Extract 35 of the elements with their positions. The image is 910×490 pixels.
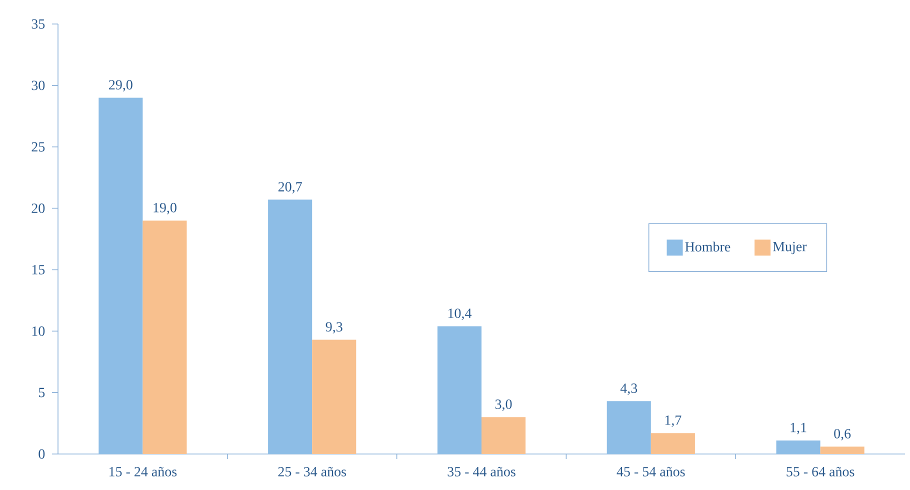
- bar: [312, 340, 356, 454]
- data-label: 10,4: [448, 308, 472, 320]
- data-label: 1,7: [665, 416, 682, 427]
- legend-label: Mujer: [772, 242, 807, 254]
- data-label: 29,0: [109, 80, 132, 92]
- data-label: 4,3: [620, 384, 638, 395]
- bar: [482, 417, 526, 454]
- y-tick-label: 20: [32, 204, 45, 214]
- data-label: 9,3: [326, 322, 342, 334]
- data-label: 1,1: [790, 422, 806, 434]
- legend-label: Hombre: [685, 242, 730, 252]
- x-tick-label: 45 - 54 años: [616, 466, 685, 476]
- bar: [820, 446, 864, 454]
- y-tick-label: 5: [38, 388, 45, 398]
- y-tick-label: 25: [32, 142, 45, 152]
- x-tick-label: 55 - 64 años: [786, 466, 854, 476]
- x-tick-label: 25 - 34 años: [278, 466, 346, 476]
- bar: [650, 433, 695, 454]
- y-tick-label: 15: [32, 265, 45, 274]
- bar: [98, 98, 143, 454]
- bar: [776, 440, 820, 454]
- bar: [268, 200, 312, 454]
- y-tick-label: 30: [32, 80, 45, 90]
- bar: [606, 401, 651, 454]
- y-tick-label: 0: [38, 449, 45, 459]
- bar: [142, 220, 187, 454]
- x-tick-label: 15 - 24 años: [110, 466, 177, 476]
- data-label: 20,7: [278, 182, 302, 194]
- data-label: 0,6: [834, 428, 851, 440]
- y-tick-label: 35: [32, 19, 45, 29]
- y-tick-label: 10: [32, 326, 45, 336]
- data-label: 3,0: [495, 399, 512, 411]
- data-label: 19,0: [154, 202, 176, 214]
- x-tick-label: 35 - 44 años: [448, 466, 516, 476]
- bar: [437, 326, 482, 454]
